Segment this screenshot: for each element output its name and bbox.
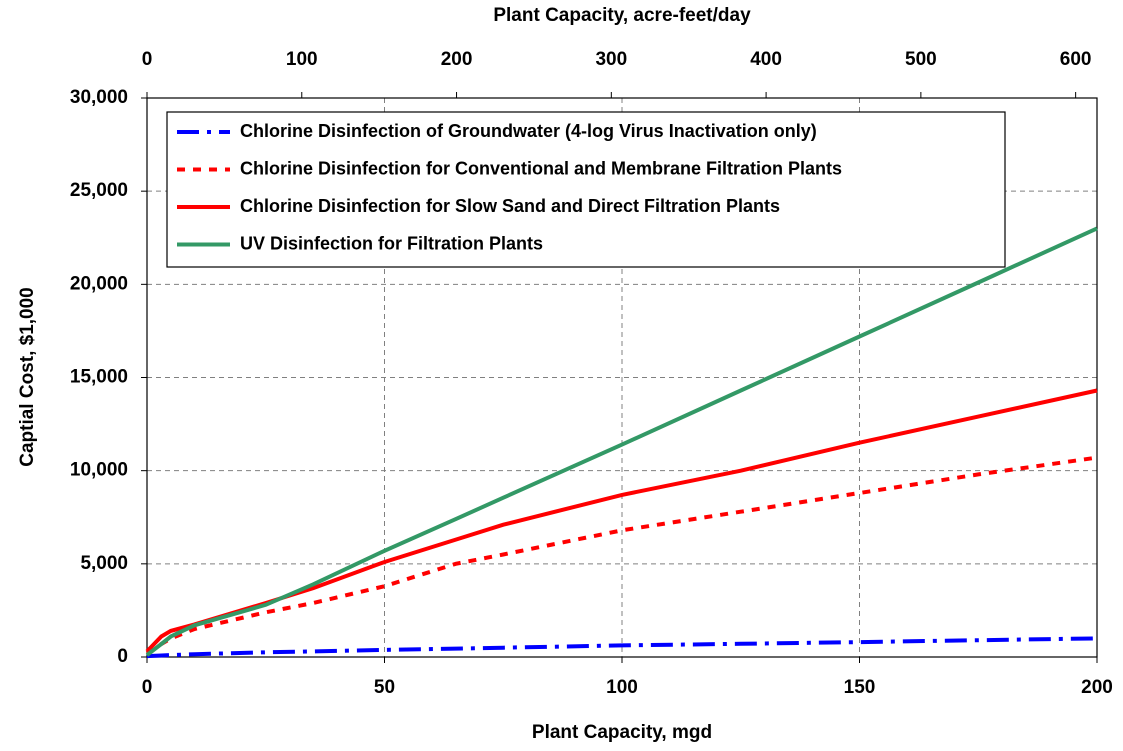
legend-label: Chlorine Disinfection for Slow Sand and …	[240, 196, 780, 216]
x2-tick-label: 300	[595, 49, 627, 70]
x-tick-label: 150	[844, 677, 876, 698]
legend-label: Chlorine Disinfection for Conventional a…	[240, 158, 842, 178]
x-tick-label: 200	[1081, 677, 1113, 698]
x-tick-label: 50	[374, 677, 395, 698]
y-tick-label: 5,000	[80, 553, 128, 574]
series-line	[145, 388, 1098, 653]
y-tick-label: 10,000	[70, 460, 128, 481]
legend: Chlorine Disinfection of Groundwater (4-…	[166, 111, 1006, 268]
x2-axis-label: Plant Capacity, acre-feet/day	[493, 5, 751, 26]
y-tick-label: 25,000	[70, 180, 128, 201]
x-tick-label: 100	[606, 677, 638, 698]
legend-label: Chlorine Disinfection of Groundwater (4-…	[240, 121, 817, 141]
x-axis-label: Plant Capacity, mgd	[532, 722, 712, 743]
x-tick-label: 0	[142, 677, 153, 698]
x2-tick-label: 500	[905, 49, 937, 70]
y-tick-label: 0	[117, 646, 128, 667]
series-line	[145, 226, 1098, 657]
legend-label: UV Disinfection for Filtration Plants	[240, 233, 543, 253]
x2-tick-label: 600	[1060, 49, 1092, 70]
y-tick-label: 20,000	[70, 273, 128, 294]
x2-tick-label: 200	[441, 49, 473, 70]
series-line	[146, 636, 1098, 659]
legend-box	[166, 111, 1006, 268]
x2-tick-label: 400	[750, 49, 782, 70]
x2-tick-label: 0	[142, 49, 153, 70]
y-tick-label: 15,000	[70, 367, 128, 388]
x2-tick-label: 100	[286, 49, 318, 70]
y-tick-label: 30,000	[70, 87, 128, 108]
y-axis-label: Captial Cost, $1,000	[17, 287, 38, 467]
plot-frame	[146, 97, 1098, 658]
